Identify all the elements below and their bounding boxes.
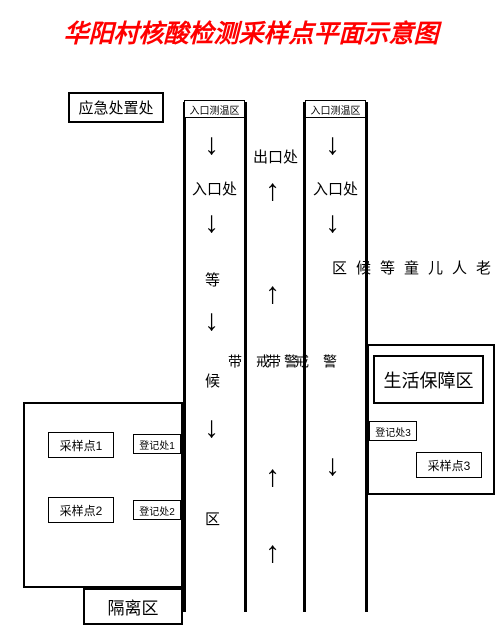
label-cordon-left: 警 戒 带 [228,354,298,370]
box-isolation-label: 隔离区 [108,594,159,619]
box-sample-3-label: 采样点3 [428,457,471,474]
box-temp-1-label: 入口测温区 [190,102,240,117]
label-wait-3: 区 [205,508,220,529]
arrow-l1-1: ↓ [204,130,219,160]
box-sample-1: 采样点1 [48,432,114,458]
box-emergency-label: 应急处置处 [78,97,153,118]
label-wait-1: 等 [205,269,220,290]
arrow-l1-4: ↓ [204,413,219,443]
label-entrance-2: 入口处 [313,178,358,199]
arrow-l3-1: ↓ [325,130,340,160]
box-sample-2: 采样点2 [48,497,114,523]
lane-line-1 [183,102,186,612]
label-elderly-children: 老人儿童等候区 [326,260,494,275]
box-reg-3-label: 登记处3 [375,424,411,439]
arrow-l2-1: ↑ [265,176,280,206]
arrow-l2-3: ↑ [265,462,280,492]
box-temp-2: 入口测温区 [305,100,366,118]
arrow-l3-3: ↓ [325,451,340,481]
arrow-l1-3: ↓ [204,306,219,336]
arrow-l2-4: ↑ [265,538,280,568]
arrow-l2-2: ↑ [265,279,280,309]
box-reg-2: 登记处2 [133,500,181,520]
box-reg-1: 登记处1 [133,434,181,454]
box-emergency: 应急处置处 [68,92,164,123]
box-temp-1: 入口测温区 [184,100,245,118]
label-wait-2: 候 [205,370,220,391]
diagram-title: 华阳村核酸检测采样点平面示意图 [0,14,502,50]
arrow-l3-2: ↓ [325,208,340,238]
box-life-support-label: 生活保障区 [384,367,474,393]
box-reg-3: 登记处3 [369,421,417,441]
box-reg-1-label: 登记处1 [139,437,175,452]
arrow-l1-2: ↓ [204,208,219,238]
label-exit: 出口处 [253,146,298,167]
box-sampling-area [23,402,183,588]
box-sample-1-label: 采样点1 [60,437,103,454]
box-life-support: 生活保障区 [373,355,484,404]
box-isolation: 隔离区 [83,588,183,625]
box-reg-2-label: 登记处2 [139,503,175,518]
box-sample-2-label: 采样点2 [60,502,103,519]
box-temp-2-label: 入口测温区 [311,102,361,117]
label-entrance-1: 入口处 [192,178,237,199]
box-sample-3: 采样点3 [416,452,482,478]
